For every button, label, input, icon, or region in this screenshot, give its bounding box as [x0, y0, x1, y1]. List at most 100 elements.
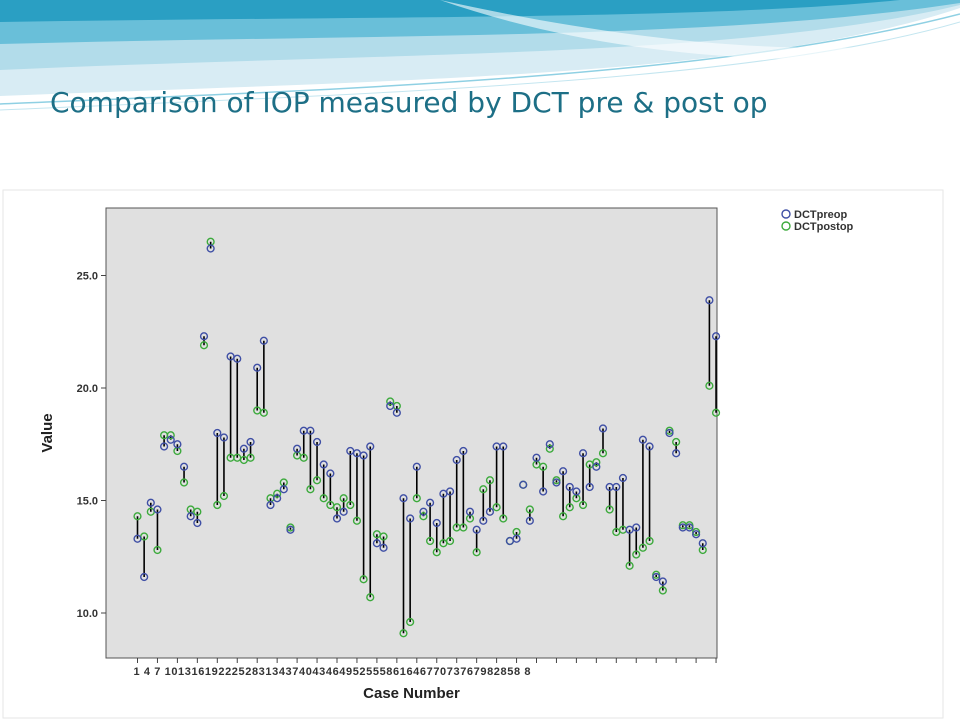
- point-dctpostop: [472, 548, 481, 557]
- point-dctpostop: [366, 593, 375, 602]
- legend-label-dctpostop: DCTpostop: [794, 221, 854, 233]
- point-dctpostop: [605, 505, 614, 514]
- legend-marker-dctpostop: [781, 221, 791, 231]
- point-dctpreop: [332, 514, 342, 523]
- point-dctpreop: [665, 428, 674, 438]
- point-dctpostop: [625, 561, 634, 570]
- point-dctpreop: [465, 507, 475, 516]
- point-dctpostop: [359, 575, 368, 584]
- header-wave-decoration: [0, 0, 960, 111]
- slide-title: Comparison of IOP measured by DCT pre & …: [50, 86, 768, 119]
- point-dctpreop: [319, 460, 328, 469]
- point-dctpostop: [319, 494, 328, 503]
- point-dctpreop: [685, 523, 694, 532]
- x-axis-title: Case Number: [363, 685, 460, 702]
- point-dctpreop: [326, 469, 335, 478]
- point-dctpostop: [445, 536, 455, 546]
- point-dctpostop: [193, 507, 202, 516]
- point-dctpreop: [160, 442, 169, 451]
- point-dctpostop: [578, 500, 588, 510]
- point-dctpreop: [426, 498, 435, 507]
- point-dctpreop: [259, 336, 268, 345]
- point-dctpostop: [153, 545, 162, 555]
- point-dctpreop: [499, 442, 508, 451]
- x-tick-labels: 1 4 7 1013161922252831343740434649525558…: [134, 666, 532, 678]
- point-dctpreop: [672, 449, 681, 458]
- point-dctpreop: [253, 363, 262, 372]
- point-dctpreop: [445, 487, 455, 496]
- plot-area: [105, 207, 718, 659]
- point-dctpreop: [645, 442, 654, 451]
- point-dctpreop: [658, 577, 667, 586]
- y-axis-title: Value: [39, 413, 56, 452]
- point-dctpreop: [705, 296, 714, 305]
- point-dctpreop: [479, 516, 488, 525]
- point-dctpreop: [179, 462, 189, 471]
- point-dctpreop: [652, 572, 661, 582]
- point-dctpostop: [352, 516, 362, 525]
- point-dctpreop: [698, 539, 707, 548]
- point-dctpostop: [273, 489, 282, 498]
- point-dctpreop: [366, 442, 375, 451]
- point-dctpreop: [532, 453, 541, 462]
- point-dctpostop: [539, 462, 548, 471]
- point-dctpostop: [632, 550, 641, 559]
- point-dctpreop: [206, 244, 215, 253]
- point-dctpostop: [166, 431, 175, 440]
- point-dctpostop: [312, 476, 322, 485]
- point-dctpreop: [266, 500, 275, 510]
- point-dctpostop: [133, 512, 142, 521]
- point-dctpreop: [618, 473, 628, 483]
- point-dctpreop: [512, 534, 521, 543]
- point-dctpostop: [179, 478, 189, 487]
- point-dctpreop: [193, 518, 202, 528]
- point-dctpostop: [419, 512, 428, 521]
- point-dctpreop: [632, 523, 641, 532]
- point-dctpostop: [213, 500, 222, 510]
- point-dctpostop: [219, 491, 229, 501]
- point-dctpreop: [239, 444, 249, 453]
- point-dctpreop: [638, 435, 648, 444]
- point-dctpostop: [246, 453, 255, 462]
- point-dctpreop: [279, 485, 288, 494]
- point-dctpreop: [386, 401, 395, 411]
- point-dctpreop: [406, 514, 415, 523]
- point-dctpreop: [306, 426, 315, 435]
- point-dctpostop: [432, 548, 441, 557]
- point-dctpreop: [711, 332, 721, 341]
- point-dctpreop: [339, 507, 348, 516]
- point-dctpreop: [412, 462, 421, 471]
- point-dctpreop: [219, 433, 229, 442]
- point-dctpostop: [332, 503, 342, 512]
- point-dctpostop: [399, 629, 408, 638]
- legend-label-dctpreop: DCTpreop: [794, 209, 847, 221]
- point-dctpreop: [578, 449, 588, 458]
- point-dctpostop: [658, 586, 667, 595]
- point-dctpreop: [312, 437, 322, 447]
- point-dctpreop: [213, 428, 222, 438]
- point-dctpreop: [612, 482, 621, 492]
- point-dctpreop: [379, 543, 388, 552]
- point-dctpreop: [485, 507, 495, 516]
- y-tick-label: 20.0: [77, 383, 98, 395]
- point-dctpostop: [525, 505, 534, 514]
- point-dctpreop: [558, 467, 568, 476]
- point-dctpreop: [419, 507, 428, 516]
- point-dctpreop: [598, 424, 608, 433]
- point-dctpreop: [525, 516, 534, 525]
- point-dctpreop: [286, 525, 295, 534]
- point-dctpreop: [246, 437, 255, 447]
- point-dctpostop: [479, 485, 488, 494]
- point-dctpostop: [705, 381, 714, 390]
- point-dctpreop: [293, 444, 302, 453]
- point-dctpreop: [146, 498, 155, 507]
- point-dctpostop: [259, 408, 268, 417]
- point-dctpostop: [545, 444, 554, 453]
- point-dctpostop: [672, 437, 681, 447]
- point-dctpostop: [426, 536, 435, 546]
- point-dctpreop: [459, 446, 468, 456]
- point-dctpreop: [592, 462, 601, 471]
- point-dctpreop: [585, 482, 594, 492]
- point-dctpreop: [233, 354, 242, 363]
- point-dctpreop: [572, 487, 581, 496]
